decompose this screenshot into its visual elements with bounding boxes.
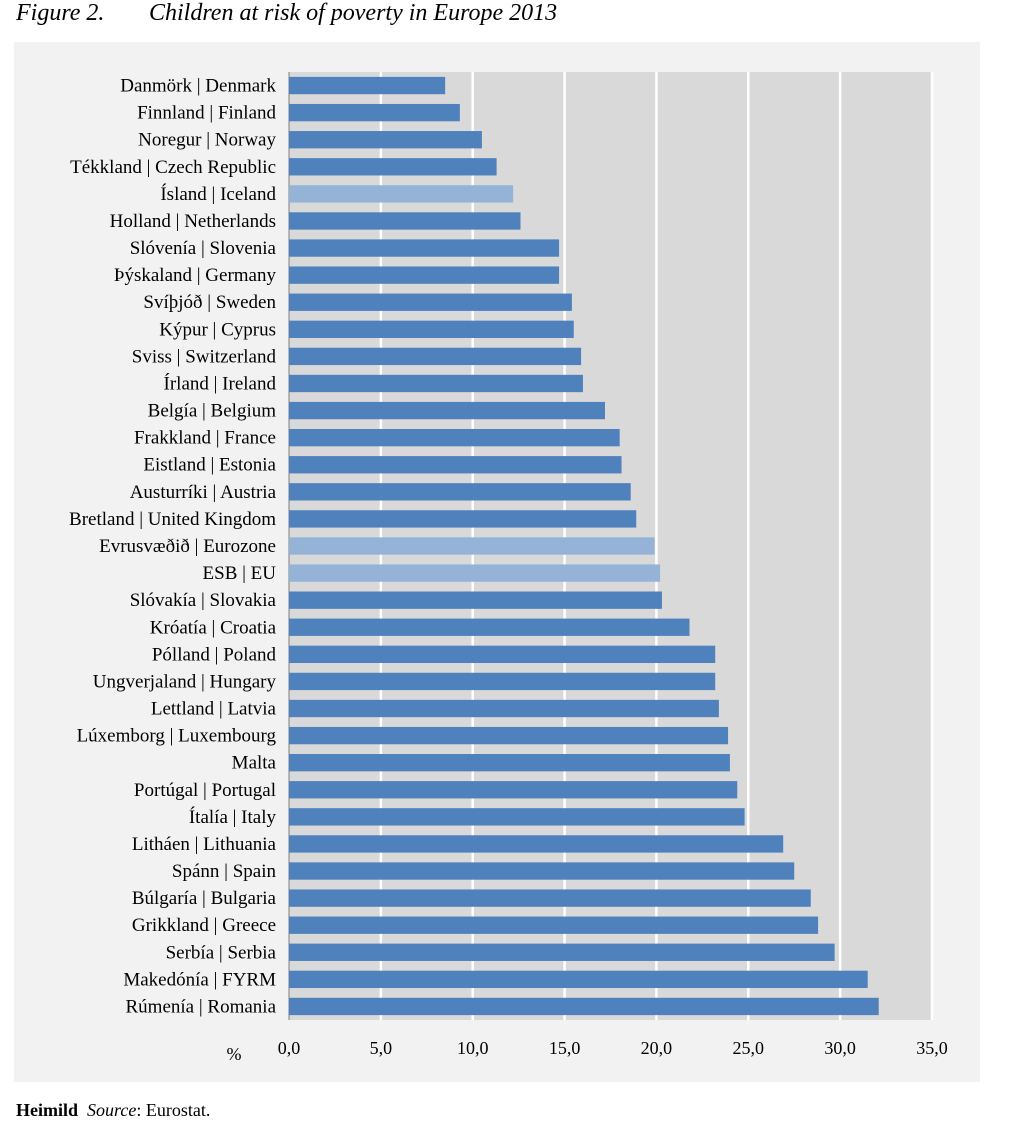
bar (289, 185, 514, 203)
category-label: Litháen | Lithuania (132, 834, 277, 855)
bar (289, 266, 560, 284)
category-label: Þýskaland | Germany (114, 265, 277, 286)
category-label: Portúgal | Portugal (134, 780, 276, 801)
category-label: Eistland | Estonia (143, 455, 276, 476)
bar (289, 862, 795, 880)
category-label: Króatía | Croatia (150, 617, 277, 638)
bar (289, 239, 560, 257)
source-text: : Eurostat. (136, 1100, 211, 1120)
category-label: Danmörk | Denmark (120, 76, 276, 97)
figure-title-text: Children at risk of poverty in Europe 20… (149, 0, 558, 26)
figure-number: Figure 2. (16, 0, 105, 26)
bar (289, 726, 729, 745)
category-label: Holland | Netherlands (110, 211, 276, 232)
source-label: Heimild (16, 1100, 78, 1120)
figure-title: Figure 2. Children at risk of poverty in … (16, 0, 557, 27)
bar (289, 483, 631, 501)
bar (289, 618, 690, 636)
category-label: Kýpur | Cyprus (159, 319, 276, 340)
bar (289, 889, 811, 907)
category-label: Ísland | Iceland (160, 183, 276, 205)
bar (289, 645, 716, 664)
x-axis-label: % (227, 1044, 242, 1064)
category-label: ESB | EU (203, 563, 277, 584)
bar (289, 916, 819, 934)
x-tick-label: 5,0 (370, 1038, 393, 1058)
x-tick-label: 20,0 (641, 1038, 673, 1058)
category-label: Svíþjóð | Sweden (143, 292, 276, 313)
category-label: Spánn | Spain (172, 861, 277, 882)
bar (289, 428, 620, 447)
bar (289, 672, 716, 691)
bar (289, 456, 622, 474)
category-label: Ítalía | Italy (189, 806, 277, 828)
category-label: Sviss | Switzerland (132, 346, 277, 367)
category-label: Ungverjaland | Hungary (93, 671, 277, 692)
bar (289, 997, 879, 1016)
bar (289, 293, 572, 311)
category-label: Austurríki | Austria (130, 482, 277, 503)
bar (289, 131, 482, 149)
category-label: Makedónía | FYRM (123, 969, 276, 990)
source-note: Heimild Source: Eurostat. (16, 1100, 210, 1121)
bar (289, 808, 745, 826)
source-word: Source (87, 1100, 137, 1120)
category-label: Lúxemborg | Luxembourg (77, 726, 277, 747)
x-tick-label: 30,0 (824, 1038, 856, 1058)
category-label: Serbía | Serbia (166, 942, 277, 963)
x-tick-label: 35,0 (916, 1038, 948, 1058)
category-label: Pólland | Poland (152, 644, 277, 665)
category-label: Slóvakía | Slovakia (130, 590, 277, 611)
category-label: Bretland | United Kingdom (69, 509, 276, 530)
category-label: Lettland | Latvia (151, 699, 277, 720)
category-label: Tékkland | Czech Republic (70, 157, 276, 178)
bar (289, 374, 583, 393)
x-tick-label: 10,0 (457, 1038, 489, 1058)
category-label: Írland | Ireland (164, 372, 277, 394)
x-tick-label: 0,0 (278, 1038, 301, 1058)
bar (289, 537, 655, 555)
category-label: Noregur | Norway (138, 130, 276, 151)
bar (289, 103, 460, 122)
bar (289, 781, 738, 799)
bar (289, 76, 446, 95)
bar (289, 835, 784, 853)
category-label: Slóvenía | Slovenia (130, 238, 277, 259)
category-label: Rúmenía | Romania (126, 996, 277, 1017)
bar (289, 510, 637, 528)
x-tick-label: 25,0 (733, 1038, 765, 1058)
category-label: Frakkland | France (134, 428, 276, 449)
bar (289, 401, 605, 420)
bar (289, 158, 497, 176)
category-label: Búlgaría | Bulgaria (132, 888, 277, 909)
bar (289, 320, 574, 338)
bar (289, 970, 868, 989)
category-label: Malta (232, 753, 277, 774)
bar (289, 212, 521, 230)
bar (289, 943, 835, 961)
category-label: Grikkland | Greece (132, 915, 276, 936)
bar (289, 699, 719, 718)
bar (289, 754, 730, 772)
bar (289, 347, 582, 366)
category-label: Belgía | Belgium (148, 401, 277, 422)
category-label: Evrusvæðið | Eurozone (99, 536, 276, 557)
x-tick-label: 15,0 (549, 1038, 581, 1058)
bar (289, 591, 662, 609)
category-label: Finnland | Finland (137, 103, 276, 124)
bar (289, 564, 661, 582)
